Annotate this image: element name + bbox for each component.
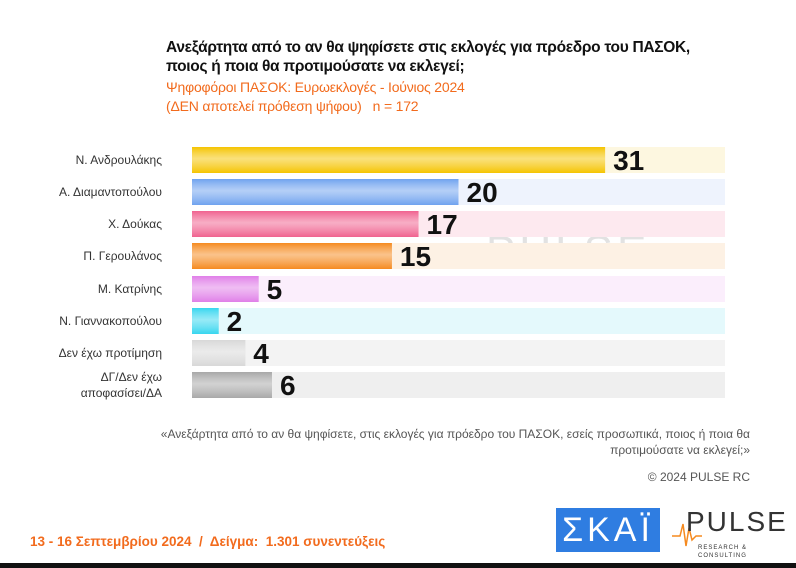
bar-highlight (192, 340, 246, 366)
value-label: 15 (400, 241, 431, 272)
pulse-logo: PULSE RESEARCH & CONSULTING (672, 506, 790, 559)
category-label: Δεν έχω προτίμηση (59, 346, 162, 360)
copyright: © 2024 PULSE RC (647, 470, 750, 484)
category-label: αποφασίσει/ΔΑ (81, 386, 162, 400)
category-label: Ν. Γιαννακοπούλου (59, 314, 162, 328)
bar-highlight (192, 276, 259, 302)
category-label: Π. Γερουλάνος (83, 249, 162, 263)
bar-track (192, 372, 725, 398)
bar-highlight (192, 372, 272, 398)
category-label: Α. Διαμαντοπούλου (59, 185, 162, 199)
bar-highlight (192, 243, 392, 269)
subtitle-line-1: Ψηφοφόροι ΠΑΣΟΚ: Ευρωεκλογές - Ιούνιος 2… (166, 79, 465, 95)
category-label: ΔΓ/Δεν έχω (101, 370, 162, 384)
bar-highlight (192, 147, 606, 173)
value-label: 31 (613, 145, 644, 176)
value-label: 6 (280, 370, 296, 401)
value-label: 5 (267, 274, 283, 305)
bar-highlight (192, 179, 459, 205)
category-label: Μ. Κατρίνης (98, 282, 162, 296)
category-label: Ν. Ανδρουλάκης (76, 153, 163, 167)
bar-track (192, 308, 725, 334)
category-label: Χ. Δούκας (108, 217, 162, 231)
subtitle-line-2: (ΔΕΝ αποτελεί πρόθεση ψήφου) n = 172 (166, 98, 419, 114)
notes-block: «Ανεξάρτητα από το αν θα ψηφίσετε, στις … (110, 426, 750, 484)
value-label: 17 (427, 209, 458, 240)
chart-header: Ανεξάρτητα από το αν θα ψηφίσετε στις εκ… (166, 38, 726, 116)
chart-subtitle: Ψηφοφόροι ΠΑΣΟΚ: Ευρωεκλογές - Ιούνιος 2… (166, 78, 726, 116)
footer-date-sample: 13 - 16 Σεπτεμβρίου 2024 / Δείγμα: 1.301… (30, 534, 386, 549)
bar-highlight (192, 211, 419, 237)
bar-track (192, 276, 725, 302)
bar-track (192, 340, 725, 366)
value-label: 20 (467, 177, 498, 208)
value-label: 2 (227, 306, 243, 337)
bottom-rule (0, 563, 796, 568)
bar-highlight (192, 308, 219, 334)
question-note: «Ανεξάρτητα από το αν θα ψηφίσετε, στις … (160, 427, 750, 457)
value-label: 4 (253, 338, 269, 369)
chart-title: Ανεξάρτητα από το αν θα ψηφίσετε στις εκ… (166, 39, 690, 75)
skai-logo: ΣΚΑΪ (556, 508, 660, 552)
bar-chart: 31 Ν. Ανδρουλάκης 20 Α. Διαμαντοπούλου 17 Χ. … (59, 145, 725, 401)
